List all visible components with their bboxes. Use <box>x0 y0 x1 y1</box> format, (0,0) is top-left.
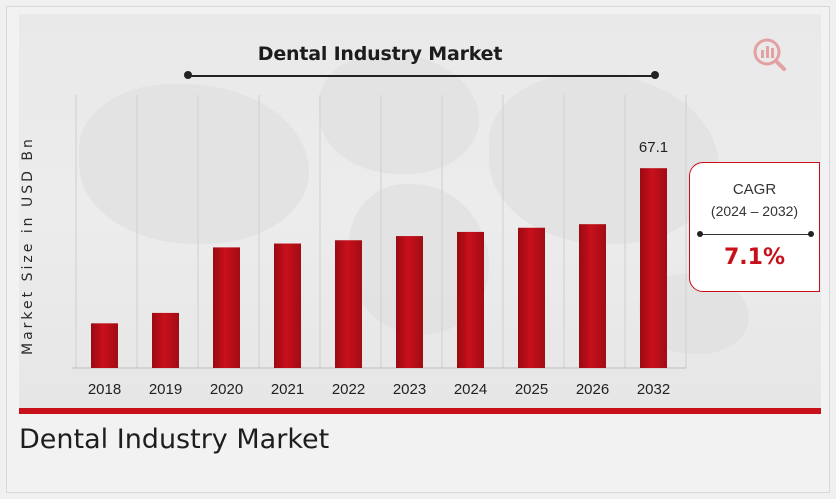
bar-2032 <box>640 168 667 368</box>
bar-2018 <box>91 323 118 368</box>
data-label: 67.1 <box>639 139 668 156</box>
bar-2021 <box>274 243 301 368</box>
bar-2024 <box>457 231 484 368</box>
title-underline-dot-left <box>184 71 192 79</box>
chart-title: Dental Industry Market <box>257 43 503 65</box>
bar-2019 <box>152 312 179 368</box>
bar-2026 <box>579 224 606 368</box>
bar-2020 <box>213 247 240 368</box>
cagr-divider-dot-right <box>808 231 814 237</box>
x-tick-label: 2019 <box>149 381 182 398</box>
world-map-background <box>319 54 479 174</box>
world-map-background <box>489 74 719 244</box>
cagr-callout: CAGR (2024 – 2032) 7.1% <box>689 162 820 292</box>
title-underline <box>188 75 656 77</box>
x-tick-label: 2032 <box>637 381 670 398</box>
cagr-divider <box>700 234 811 235</box>
bar-2025 <box>518 227 545 368</box>
cagr-label: CAGR <box>732 181 777 198</box>
brand-logo-icon <box>751 36 787 72</box>
cagr-divider-dot-left <box>697 231 703 237</box>
figure-caption: Dental Industry Market <box>19 424 330 455</box>
x-tick-label: 2020 <box>210 381 243 398</box>
x-tick-label: 2025 <box>515 381 548 398</box>
bar-2022 <box>335 240 362 368</box>
x-tick-label: 2024 <box>454 381 487 398</box>
x-tick-label: 2022 <box>332 381 365 398</box>
world-map-background <box>79 84 309 244</box>
title-underline-dot-right <box>651 71 659 79</box>
y-axis-label: Market Size in USD Bn <box>20 136 36 355</box>
x-tick-label: 2023 <box>393 381 426 398</box>
x-tick-label: 2026 <box>576 381 609 398</box>
x-tick-label: 2021 <box>271 381 304 398</box>
x-tick-label: 2018 <box>88 381 121 398</box>
bar-2023 <box>396 236 423 368</box>
accent-rule <box>19 408 821 414</box>
cagr-value: 7.1% <box>723 245 785 270</box>
cagr-period: (2024 – 2032) <box>710 203 799 219</box>
